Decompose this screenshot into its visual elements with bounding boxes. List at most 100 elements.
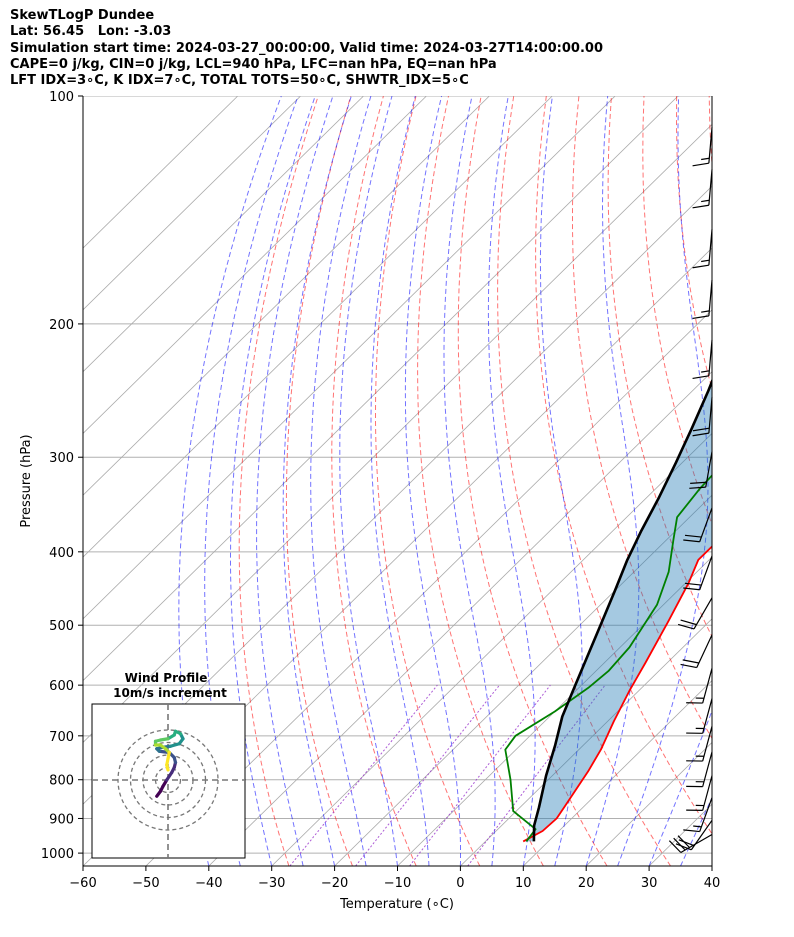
x-tick-label: −10 — [384, 876, 411, 891]
wind-barb-flag — [682, 659, 700, 664]
x-axis-label: Temperature (∘C) — [339, 897, 454, 912]
y-axis-label: Pressure (hPa) — [19, 434, 34, 527]
wind-barb — [686, 698, 713, 734]
wind-barb — [692, 279, 713, 320]
wind-barb — [689, 451, 713, 489]
isotherm-line — [145, 309, 712, 866]
moist-adiabat — [648, 709, 712, 866]
dry-adiabat — [708, 96, 712, 170]
wind-barb-half-flag — [701, 310, 710, 313]
x-tick-label: −60 — [69, 876, 96, 891]
temperature-line — [522, 545, 712, 843]
wind-barb-flag — [692, 315, 709, 320]
wind-barb-flag — [677, 623, 695, 630]
x-tick-label: 20 — [578, 876, 595, 891]
x-tick-label: −20 — [321, 876, 348, 891]
y-tick-label: 900 — [49, 812, 74, 827]
wind-barb — [686, 775, 713, 811]
location-line: Lat: 56.45 Lon: -3.03 — [10, 24, 172, 40]
wind-barb-staff — [708, 339, 713, 376]
wind-barb-flag — [692, 204, 709, 209]
y-tick-label: 1000 — [41, 847, 74, 862]
wind-profile-trace — [165, 763, 170, 772]
wind-profile-title: Wind Profile — [125, 671, 208, 685]
isotherm-line — [523, 680, 712, 866]
cape-line: CAPE=0 j/kg, CIN=0 j/kg, LCL=940 hPa, LF… — [10, 56, 497, 72]
mixing-ratio-line — [409, 684, 551, 866]
y-tick-label: 300 — [49, 451, 74, 466]
wind-barb — [680, 634, 713, 669]
wind-barb-half-flag — [693, 825, 702, 828]
moist-adiabat — [230, 96, 316, 866]
wind-barb-staff — [702, 751, 713, 787]
wind-barbs — [668, 127, 713, 854]
dewpoint-line — [504, 474, 712, 842]
wind-barb-half-flag — [701, 259, 710, 263]
moist-adiabat — [585, 96, 640, 866]
y-tick-label: 800 — [49, 774, 74, 789]
wind-barb — [683, 797, 713, 833]
dry-adiabat — [331, 96, 417, 866]
wind-barb-staff — [708, 397, 713, 434]
moist-adiabat — [339, 96, 398, 866]
isotherm-line — [83, 96, 553, 558]
isotherm-line — [83, 96, 301, 311]
moist-adiabat — [617, 96, 709, 866]
dry-adiabat — [742, 96, 794, 866]
wind-barb-flag — [683, 539, 700, 543]
chart-title: SkewTLogP Dundee — [10, 8, 155, 23]
x-tick-label: −40 — [195, 876, 222, 891]
wind-barb-staff — [702, 726, 713, 762]
wind-profile-plot — [92, 704, 245, 858]
dry-adiabat — [535, 96, 712, 835]
axis-ticks: −60 −50 −40 −30 −20 −10 0 10 20 30 40 100 200 300 400 5… — [41, 90, 720, 891]
dry-adiabat — [572, 96, 712, 740]
isotherm-line — [271, 432, 712, 866]
wind-barb-staff — [708, 229, 713, 266]
moist-adiabat — [404, 96, 461, 866]
y-tick-label: 600 — [49, 679, 74, 694]
wind-barb-staff — [690, 819, 713, 851]
y-tick-label: 700 — [49, 730, 74, 745]
wind-barb — [677, 597, 713, 630]
wind-barb-staff — [705, 451, 713, 488]
dry-adiabat — [642, 96, 712, 526]
mixing-ratio-line — [289, 684, 438, 866]
dry-adiabat — [457, 96, 608, 866]
wind-barb — [692, 229, 713, 269]
isotherm-line — [83, 123, 712, 743]
y-tick-label: 500 — [49, 619, 74, 634]
wind-barb-staff — [702, 775, 713, 811]
wind-barb-staff — [699, 507, 713, 542]
mixing-ratio-lines — [289, 684, 606, 866]
wind-barb-flag — [689, 486, 706, 489]
wind-barb-flag — [673, 837, 686, 851]
wind-barb-flag — [683, 829, 700, 833]
wind-barb-flag — [683, 587, 700, 591]
wind-barb — [686, 726, 713, 762]
wind-barb-half-flag — [701, 370, 710, 373]
wind-barb-flag — [692, 264, 709, 269]
wind-barb — [683, 507, 713, 543]
wind-barb-staff — [702, 668, 713, 704]
wind-barb — [692, 169, 713, 209]
wind-barb-staff — [702, 698, 713, 734]
wind-barb — [692, 339, 713, 379]
moist-adiabat — [282, 96, 352, 866]
wind-barb-flag — [692, 162, 709, 167]
moist-adiabat — [178, 96, 282, 866]
moist-adiabats — [178, 96, 712, 866]
wind-barb-staff — [693, 597, 713, 630]
x-tick-label: −50 — [132, 876, 159, 891]
isotherm-line — [83, 96, 239, 249]
wind-barb — [675, 819, 713, 851]
time-line: Simulation start time: 2024-03-27_00:00:… — [10, 40, 603, 56]
wind-barb-staff — [699, 797, 713, 832]
wind-barb-flag — [684, 582, 702, 586]
cape-cin-shading — [523, 381, 712, 842]
x-tick-label: 30 — [641, 876, 658, 891]
x-tick-label: 40 — [704, 876, 721, 891]
wind-barb — [683, 555, 713, 591]
wind-profile-inset: Wind Profile 10m/s increment — [91, 671, 246, 859]
